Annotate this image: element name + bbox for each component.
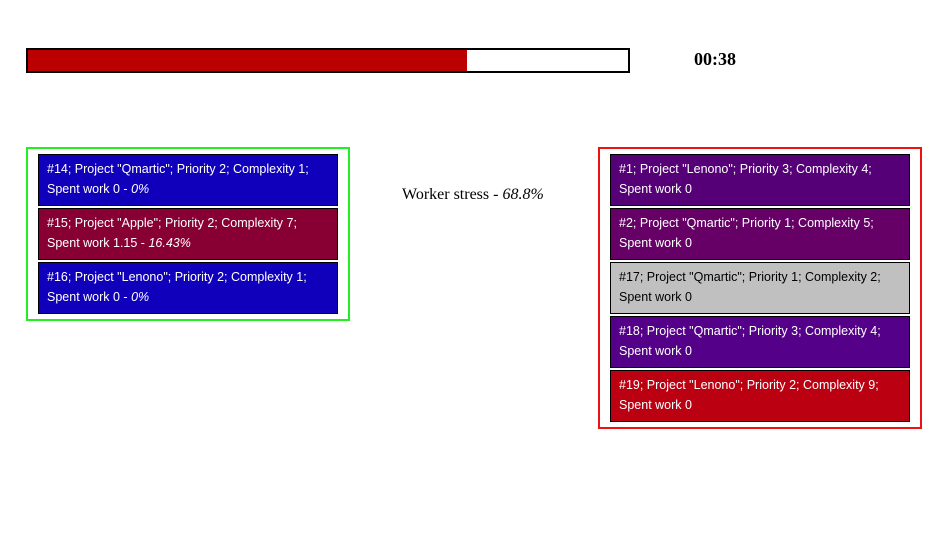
in-progress-task-panel: #14; Project "Qmartic"; Priority 2; Comp… <box>26 147 350 321</box>
worker-stress-label: Worker stress - <box>402 186 503 203</box>
queued-task-card[interactable]: #2; Project "Qmartic"; Priority 1; Compl… <box>610 208 910 260</box>
task-description: #1; Project "Lenono"; Priority 3; Comple… <box>619 162 872 196</box>
time-progress-fill <box>28 50 467 71</box>
time-progress-bar <box>26 48 630 73</box>
queued-task-card[interactable]: #1; Project "Lenono"; Priority 3; Comple… <box>610 154 910 206</box>
task-description: #17; Project "Qmartic"; Priority 1; Comp… <box>619 270 881 304</box>
task-description: #2; Project "Qmartic"; Priority 1; Compl… <box>619 216 874 250</box>
queued-task-card[interactable]: #18; Project "Qmartic"; Priority 3; Comp… <box>610 316 910 368</box>
queued-task-card[interactable]: #19; Project "Lenono"; Priority 2; Compl… <box>610 370 910 422</box>
in-progress-task-card[interactable]: #14; Project "Qmartic"; Priority 2; Comp… <box>38 154 338 206</box>
timer: 00:38 <box>694 49 736 69</box>
task-queue-panel: #1; Project "Lenono"; Priority 3; Comple… <box>598 147 922 429</box>
worker-stress: Worker stress - 68.8% <box>402 186 544 204</box>
task-description: #15; Project "Apple"; Priority 2; Comple… <box>47 216 297 250</box>
task-description: #18; Project "Qmartic"; Priority 3; Comp… <box>619 324 881 358</box>
worker-stress-value: 68.8% <box>502 186 544 203</box>
task-progress-percent: 0% <box>131 290 150 304</box>
in-progress-task-card[interactable]: #16; Project "Lenono"; Priority 2; Compl… <box>38 262 338 314</box>
queued-task-card[interactable]: #17; Project "Qmartic"; Priority 1; Comp… <box>610 262 910 314</box>
task-description: #14; Project "Qmartic"; Priority 2; Comp… <box>47 162 309 196</box>
in-progress-task-card[interactable]: #15; Project "Apple"; Priority 2; Comple… <box>38 208 338 260</box>
task-description: #19; Project "Lenono"; Priority 2; Compl… <box>619 378 879 412</box>
task-description: #16; Project "Lenono"; Priority 2; Compl… <box>47 270 307 304</box>
task-progress-percent: 0% <box>131 182 150 196</box>
task-progress-percent: 16.43% <box>148 236 191 250</box>
